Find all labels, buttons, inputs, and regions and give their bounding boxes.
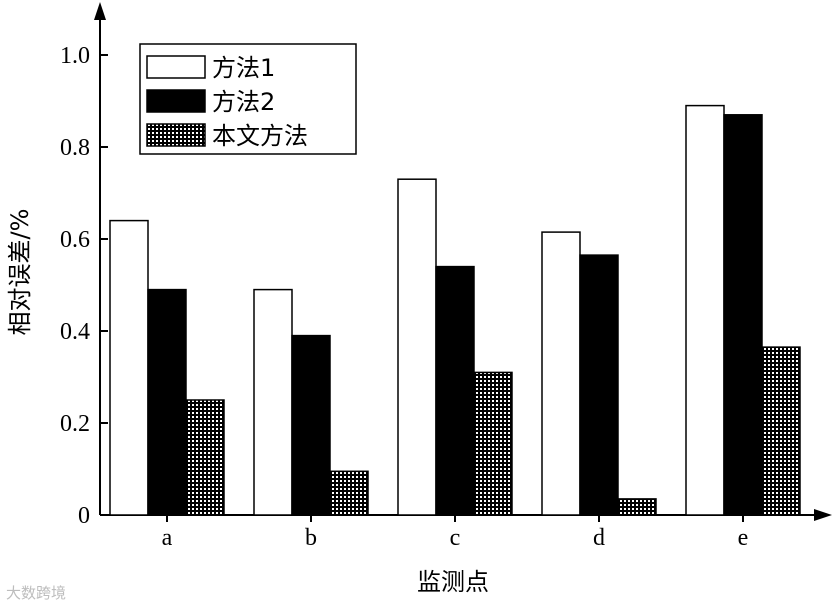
x-tick-label: b <box>305 525 317 551</box>
bar-e-series-2 <box>723 114 763 516</box>
x-tick-label: a <box>162 525 173 551</box>
bar-c-series-3 <box>473 371 513 516</box>
y-tick-label: 0.8 <box>60 135 90 161</box>
bar-c-series-1 <box>397 178 437 516</box>
legend-label-method1: 方法1 <box>212 54 275 82</box>
bar-a-series-3 <box>185 399 225 516</box>
x-axis-ticks: a b c d e <box>162 515 749 551</box>
legend: 方法1 方法2 本文方法 <box>139 43 357 155</box>
bar-e-series-1 <box>685 104 725 516</box>
legend-swatch-method1 <box>146 55 206 79</box>
watermark: 大数跨境 <box>6 584 67 602</box>
legend-swatch-ours <box>146 123 206 147</box>
bar-d-series-2 <box>579 254 619 516</box>
bar-b-series-2 <box>291 334 331 516</box>
y-tick-label: 0.6 <box>60 227 90 253</box>
y-axis-arrow <box>94 2 106 20</box>
x-axis-title: 监测点 <box>417 568 489 596</box>
y-axis-ticks: 0 0.2 0.4 0.6 0.8 1.0 <box>60 43 108 529</box>
y-tick-label: 0.2 <box>60 411 90 437</box>
y-tick-label: 0.4 <box>60 319 90 345</box>
bar-a-series-2 <box>147 288 187 516</box>
bar-b-series-1 <box>253 288 293 516</box>
bar-c-series-2 <box>435 265 475 516</box>
x-axis-arrow <box>814 509 832 521</box>
legend-swatch-method2 <box>146 89 206 113</box>
x-tick-label: c <box>450 525 461 551</box>
legend-label-ours: 本文方法 <box>212 122 308 150</box>
bar-e-series-3 <box>761 346 801 516</box>
bar-b-series-3 <box>329 470 369 516</box>
bar-a-series-1 <box>109 219 149 516</box>
bar-d-series-3 <box>617 498 657 516</box>
x-tick-label: e <box>738 525 749 551</box>
y-axis-title: 相对误差/% <box>6 209 34 336</box>
legend-label-method2: 方法2 <box>212 88 275 116</box>
bar-d-series-1 <box>541 231 581 516</box>
y-tick-label: 0 <box>78 503 90 529</box>
bars-group <box>109 104 801 516</box>
y-tick-label: 1.0 <box>60 43 90 69</box>
x-tick-label: d <box>593 525 605 551</box>
